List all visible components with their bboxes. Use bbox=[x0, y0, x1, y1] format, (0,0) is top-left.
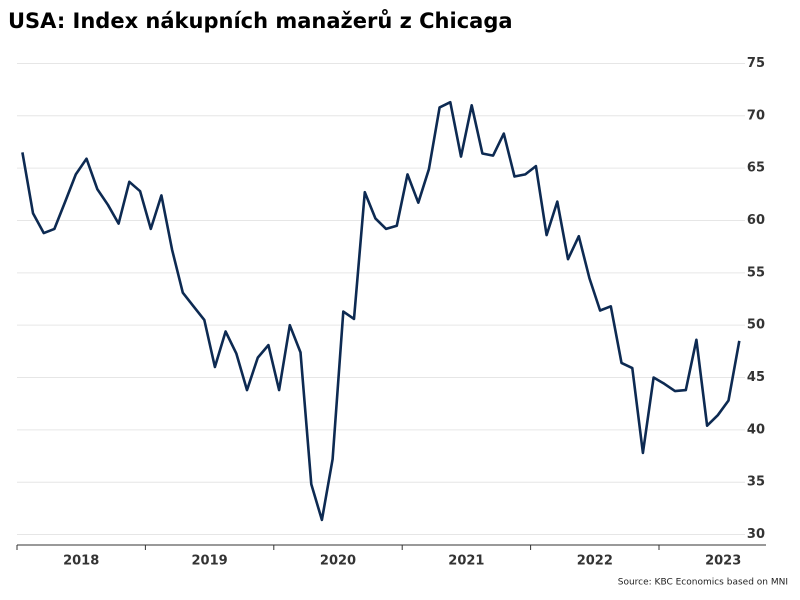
x-tick-label: 2022 bbox=[577, 554, 613, 569]
y-tick-label: 65 bbox=[747, 161, 765, 176]
x-tick-label: 2019 bbox=[192, 554, 228, 569]
y-tick-label: 35 bbox=[747, 475, 765, 490]
y-tick-label: 55 bbox=[747, 265, 765, 280]
y-tick-label: 60 bbox=[747, 213, 765, 228]
y-tick-label: 30 bbox=[747, 527, 765, 542]
x-tick-label: 2018 bbox=[63, 554, 99, 569]
line-series bbox=[21, 100, 741, 522]
y-tick-label: 75 bbox=[747, 56, 765, 71]
source-note: Source: KBC Economics based on MNI bbox=[618, 578, 788, 588]
y-tick-label: 50 bbox=[747, 318, 765, 333]
x-tick-label: 2020 bbox=[320, 554, 356, 569]
y-tick-label: 40 bbox=[747, 422, 765, 437]
x-tick-label: 2023 bbox=[705, 554, 741, 569]
y-tick-label: 70 bbox=[747, 108, 765, 123]
y-tick-label: 45 bbox=[747, 370, 765, 385]
chart-title: USA: Index nákupních manažerů z Chicaga bbox=[8, 9, 513, 33]
x-tick-label: 2021 bbox=[448, 554, 484, 569]
